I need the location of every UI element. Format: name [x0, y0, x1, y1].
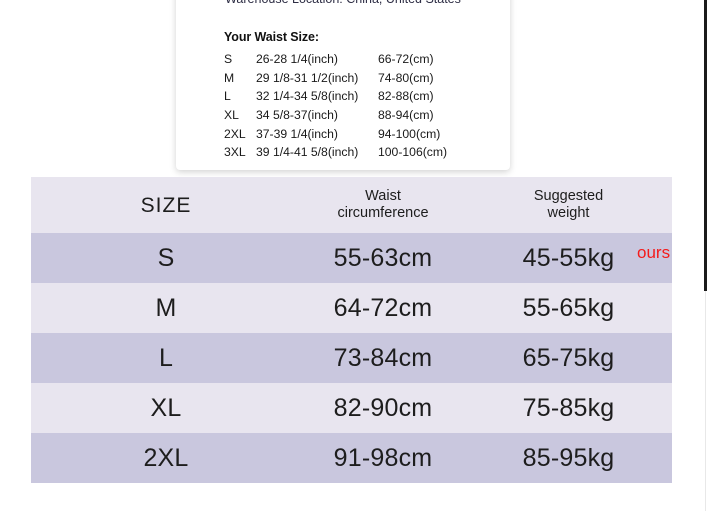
waist-row-size: M: [224, 70, 235, 85]
cell-size: 2XL: [143, 443, 189, 472]
cell-waist: 73-84cm: [333, 343, 433, 372]
column-header-weight: Suggested weight: [465, 188, 672, 222]
cell-waist: 82-90cm: [333, 393, 433, 422]
column-header-weight-line2: weight: [547, 205, 590, 221]
warehouse-location-text: Warehouse Location: China, United States: [176, 0, 510, 6]
waist-row-size: 2XL: [224, 126, 246, 141]
cell-weight: 75-85kg: [522, 393, 615, 422]
cell-size: L: [158, 343, 174, 372]
waist-row-inch: 34 5/8-37(inch): [256, 108, 338, 123]
list-item: XL 34 5/8-37(inch) 88-94(cm): [224, 106, 510, 125]
waist-row-size: L: [224, 89, 231, 104]
waist-row-inch: 39 1/4-41 5/8(inch): [256, 145, 359, 160]
column-header-waist-line1: Waist: [365, 188, 401, 204]
list-item: 2XL 37-39 1/4(inch) 94-100(cm): [224, 124, 510, 143]
column-header-waist: Waist circumference: [301, 188, 465, 222]
ours-annotation-label: ours: [637, 243, 671, 262]
cell-waist: 64-72cm: [333, 293, 433, 322]
waist-row-cm: 82-88(cm): [378, 89, 434, 104]
waist-row-cm: 74-80(cm): [378, 70, 434, 85]
waist-row-inch: 32 1/4-34 5/8(inch): [256, 89, 359, 104]
cell-weight: 55-65kg: [522, 293, 615, 322]
cell-weight: 85-95kg: [522, 443, 615, 472]
table-header-row: SIZE Waist circumference Suggested weigh…: [31, 177, 672, 233]
cell-size: M: [155, 293, 177, 322]
waist-row-size: 3XL: [224, 145, 246, 160]
column-header-weight-line1: Suggested: [533, 188, 604, 204]
waist-row-size: XL: [224, 108, 239, 123]
waist-row-cm: 66-72(cm): [378, 52, 434, 67]
waist-row-inch: 29 1/8-31 1/2(inch): [256, 70, 359, 85]
size-chart-table: SIZE Waist circumference Suggested weigh…: [31, 177, 672, 483]
cell-size: XL: [150, 393, 182, 422]
table-row: 2XL 91-98cm 85-95kg: [31, 433, 672, 483]
cell-size: S: [157, 243, 175, 272]
waist-size-list: S 26-28 1/4(inch) 66-72(cm) M 29 1/8-31 …: [224, 50, 510, 162]
list-item: 3XL 39 1/4-41 5/8(inch) 100-106(cm): [224, 143, 510, 162]
cell-weight: 45-55kg: [522, 243, 615, 272]
table-row: S 55-63cm 45-55kg: [31, 233, 672, 283]
list-item: L 32 1/4-34 5/8(inch) 82-88(cm): [224, 87, 510, 106]
waist-row-inch: 26-28 1/4(inch): [256, 52, 338, 67]
waist-row-size: S: [224, 52, 233, 67]
cell-waist: 91-98cm: [333, 443, 433, 472]
cell-weight: 65-75kg: [522, 343, 615, 372]
page-right-edge-strip: [704, 0, 707, 291]
page-right-edge-strip-faint: [705, 291, 706, 511]
table-row: L 73-84cm 65-75kg: [31, 333, 672, 383]
column-header-waist-line2: circumference: [337, 205, 429, 221]
waist-row-cm: 88-94(cm): [378, 108, 434, 123]
waist-row-cm: 100-106(cm): [378, 145, 448, 160]
waist-row-inch: 37-39 1/4(inch): [256, 126, 338, 141]
waist-size-heading: Your Waist Size:: [224, 30, 319, 44]
list-item: M 29 1/8-31 1/2(inch) 74-80(cm): [224, 69, 510, 88]
column-header-size: SIZE: [140, 193, 192, 217]
waist-row-cm: 94-100(cm): [378, 126, 441, 141]
table-row: M 64-72cm 55-65kg: [31, 283, 672, 333]
list-item: S 26-28 1/4(inch) 66-72(cm): [224, 50, 510, 69]
cell-waist: 55-63cm: [333, 243, 433, 272]
waist-size-card: Warehouse Location: China, United States…: [176, 0, 510, 170]
table-row: XL 82-90cm 75-85kg: [31, 383, 672, 433]
